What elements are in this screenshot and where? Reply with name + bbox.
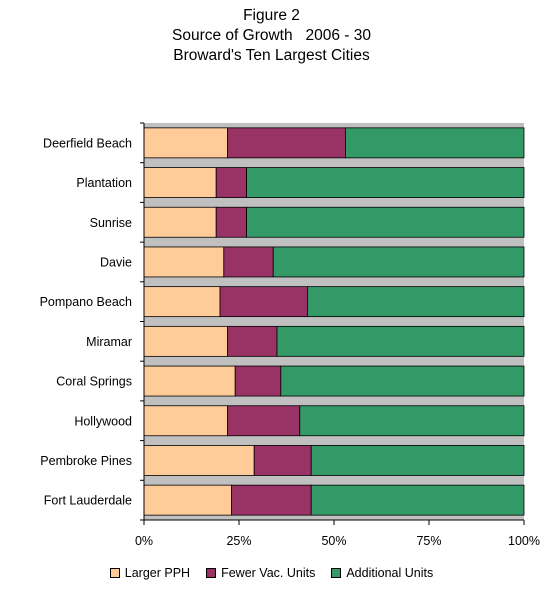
legend-item-fewer-vac-units: Fewer Vac. Units (206, 566, 315, 580)
bar-hollywood-larger-pph (143, 405, 228, 437)
bar-fort-lauderdale-additional-units (310, 484, 525, 516)
legend-label-additional-units: Additional Units (346, 566, 434, 580)
legend-item-larger-pph: Larger PPH (109, 566, 191, 580)
x-tick-label-0: 0% (135, 534, 153, 548)
bar-coral-springs-additional-units (280, 365, 525, 397)
category-label-sunrise: Sunrise (90, 216, 132, 230)
bar-pembroke-pines-larger-pph (143, 445, 255, 476)
legend-swatch-larger-pph (109, 568, 120, 578)
category-label-deerfield-beach: Deerfield Beach (43, 136, 132, 150)
x-tick-label-3: 75% (416, 534, 441, 548)
legend-swatch-additional-units (331, 568, 342, 578)
legend-item-additional-units: Additional Units (331, 566, 433, 580)
bar-pembroke-pines-fewer-vac-units (253, 445, 312, 476)
bar-davie-additional-units (272, 246, 525, 278)
bar-miramar-larger-pph (143, 325, 228, 357)
chart-plot: Deerfield Beach Plantation Sunrise Davie Pom… (40, 122, 540, 548)
bar-hollywood-additional-units (299, 405, 525, 437)
bar-davie-larger-pph (143, 246, 225, 278)
bar-deerfield-beach-additional-units (344, 127, 525, 159)
x-tick-label-4: 100% (508, 534, 540, 548)
chart-title: Figure 2 Source of Growth 2006 - 30 Brow… (0, 6, 543, 66)
bar-pompano-beach-larger-pph (143, 286, 221, 318)
bar-coral-springs-fewer-vac-units (234, 365, 282, 397)
legend-label-fewer-vac-units: Fewer Vac. Units (221, 566, 316, 580)
category-label-pembroke-pines: Pembroke Pines (40, 454, 132, 468)
category-label-davie: Davie (100, 255, 132, 269)
bar-plantation-additional-units (246, 167, 525, 198)
category-label-fort-lauderdale: Fort Lauderdale (44, 494, 132, 508)
bar-davie-fewer-vac-units (223, 246, 274, 278)
bar-coral-springs-larger-pph (143, 365, 236, 397)
title-line-1: Figure 2 (243, 7, 300, 24)
category-label-coral-springs: Coral Springs (56, 375, 132, 389)
bar-sunrise-larger-pph (143, 206, 217, 238)
bar-miramar-fewer-vac-units (227, 325, 278, 357)
bar-deerfield-beach-fewer-vac-units (227, 127, 346, 159)
bar-plantation-larger-pph (143, 167, 217, 198)
bar-deerfield-beach-larger-pph (143, 127, 228, 159)
bar-sunrise-fewer-vac-units (215, 206, 247, 238)
bar-plantation-fewer-vac-units (215, 167, 247, 198)
title-line-2: Source of Growth 2006 - 30 (171, 27, 372, 44)
category-label-hollywood: Hollywood (74, 414, 132, 428)
bar-pembroke-pines-additional-units (310, 445, 525, 476)
x-tick-label-1: 25% (226, 534, 251, 548)
bar-miramar-additional-units (276, 325, 525, 357)
bar-fort-lauderdale-fewer-vac-units (230, 484, 312, 516)
legend-swatch-fewer-vac-units (206, 568, 217, 578)
bar-hollywood-fewer-vac-units (227, 405, 301, 437)
x-tick-label-2: 50% (321, 534, 346, 548)
category-label-plantation: Plantation (76, 176, 132, 190)
chart-legend: Larger PPH Fewer Vac. Units Additional U… (0, 566, 543, 580)
bar-fort-lauderdale-larger-pph (143, 484, 232, 516)
bar-pompano-beach-additional-units (306, 286, 525, 318)
category-label-miramar: Miramar (86, 335, 132, 349)
title-line-3: Broward's Ten Largest Cities (173, 47, 370, 64)
category-label-pompano-beach: Pompano Beach (40, 295, 132, 309)
bar-pompano-beach-fewer-vac-units (219, 286, 308, 318)
bar-sunrise-additional-units (246, 206, 525, 238)
legend-label-larger-pph: Larger PPH (124, 566, 191, 580)
